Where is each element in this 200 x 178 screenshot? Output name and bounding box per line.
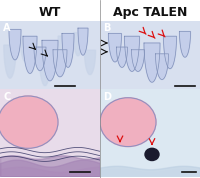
Polygon shape	[53, 50, 67, 77]
Polygon shape	[42, 40, 58, 81]
Polygon shape	[108, 33, 122, 62]
Polygon shape	[116, 47, 128, 67]
Polygon shape	[58, 36, 72, 57]
Text: Apc TALEN: Apc TALEN	[113, 6, 187, 19]
Polygon shape	[23, 36, 37, 73]
Polygon shape	[21, 39, 29, 61]
Polygon shape	[62, 33, 74, 67]
Polygon shape	[132, 50, 144, 71]
Polygon shape	[34, 47, 46, 71]
Polygon shape	[144, 43, 160, 82]
Polygon shape	[124, 36, 140, 71]
Circle shape	[0, 96, 58, 148]
Polygon shape	[180, 32, 190, 57]
Polygon shape	[156, 54, 168, 80]
Text: C: C	[3, 92, 10, 102]
Text: B: B	[103, 23, 110, 33]
Polygon shape	[84, 50, 96, 75]
Circle shape	[100, 98, 156, 146]
Polygon shape	[164, 36, 177, 69]
Text: A: A	[3, 23, 10, 33]
Polygon shape	[39, 54, 51, 86]
Polygon shape	[78, 28, 88, 55]
Text: D: D	[103, 92, 111, 102]
Circle shape	[145, 148, 159, 161]
Polygon shape	[73, 33, 83, 56]
Polygon shape	[9, 30, 21, 60]
Polygon shape	[4, 45, 16, 78]
Text: WT: WT	[39, 6, 61, 19]
